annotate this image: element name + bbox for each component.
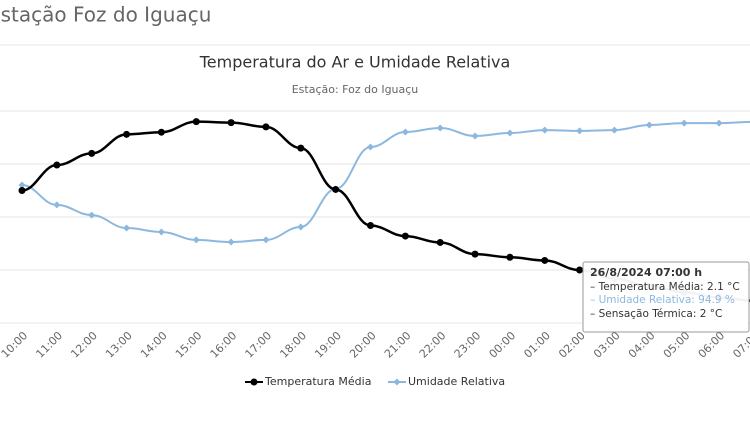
point	[645, 121, 653, 129]
point	[88, 211, 96, 219]
x-tick-label: 00:00	[487, 329, 519, 361]
point	[157, 128, 165, 136]
point	[297, 223, 305, 231]
point	[506, 129, 514, 137]
point	[680, 119, 688, 127]
tooltip-line: – Umidade Relativa: 94.9 %	[590, 294, 735, 306]
x-tick-label: 20:00	[347, 329, 379, 361]
x-tick-label: 02:00	[556, 329, 588, 361]
tooltip-title: 26/8/2024 07:00 h	[590, 266, 702, 279]
chart-subtitle: Estação: Foz do Iguaçu	[292, 83, 419, 96]
x-tick-label: 18:00	[277, 329, 309, 361]
x-tick-label: 22:00	[417, 329, 449, 361]
point	[541, 256, 549, 264]
chart-title: Temperatura do Ar e Umidade Relativa	[199, 53, 511, 72]
legend-item[interactable]: Temperatura Média	[245, 375, 371, 388]
point	[262, 123, 270, 131]
point	[715, 119, 723, 127]
point	[506, 253, 514, 261]
x-tick-label: 05:00	[661, 329, 693, 361]
tooltip-box	[582, 261, 750, 333]
point	[53, 201, 61, 209]
point	[262, 236, 270, 244]
point	[192, 118, 200, 126]
tooltip-line: – Temperatura Média: 2.1 °C	[590, 281, 740, 293]
point	[123, 224, 131, 232]
x-tick-label: 10:00	[0, 329, 30, 361]
x-tick-label: 16:00	[208, 329, 240, 361]
point	[192, 236, 200, 244]
point	[401, 232, 409, 240]
x-tick-label: 11:00	[33, 329, 65, 361]
tooltip-line: – Sensação Térmica: 2 °C	[590, 308, 722, 320]
point	[123, 130, 131, 138]
x-tick-label: 03:00	[591, 329, 623, 361]
x-tick-label: 04:00	[626, 329, 658, 361]
point	[18, 187, 26, 194]
page-title: Estação Foz do Iguaçu	[0, 3, 211, 27]
x-tick-label: 23:00	[452, 329, 484, 361]
legend-marker	[393, 378, 401, 386]
point	[88, 149, 96, 157]
legend-item[interactable]: Umidade Relativa	[388, 375, 505, 388]
point	[332, 185, 340, 193]
x-tick-label: 01:00	[521, 329, 553, 361]
point	[576, 266, 584, 274]
point	[367, 221, 374, 229]
x-tick-label: 15:00	[173, 329, 205, 361]
x-tick-label: 21:00	[382, 329, 414, 361]
x-tick-label: 12:00	[68, 329, 100, 361]
point	[367, 143, 374, 151]
x-tick-label: 07:00	[730, 329, 750, 361]
point	[576, 127, 584, 135]
series-line	[21, 120, 750, 244]
legend-label: Umidade Relativa	[408, 375, 505, 388]
x-tick-label: 13:00	[103, 329, 135, 361]
tooltip: 26/8/2024 07:00 h – Temperatura Média: 2…	[582, 261, 750, 333]
point	[471, 132, 479, 140]
point	[53, 161, 61, 169]
point	[227, 238, 235, 246]
point	[610, 126, 618, 134]
point	[18, 181, 26, 189]
point	[157, 228, 165, 236]
x-tick-label: 17:00	[243, 329, 275, 361]
x-tick-label: 19:00	[312, 329, 344, 361]
x-tick-label: 06:00	[696, 329, 728, 361]
legend-marker	[250, 378, 258, 386]
point	[471, 250, 479, 258]
point	[297, 144, 305, 152]
point	[436, 124, 444, 132]
point	[436, 238, 444, 246]
point	[541, 126, 549, 134]
point	[227, 119, 235, 127]
x-tick-label: 14:00	[138, 329, 170, 361]
legend-label: Temperatura Média	[264, 375, 371, 388]
point	[401, 128, 409, 136]
